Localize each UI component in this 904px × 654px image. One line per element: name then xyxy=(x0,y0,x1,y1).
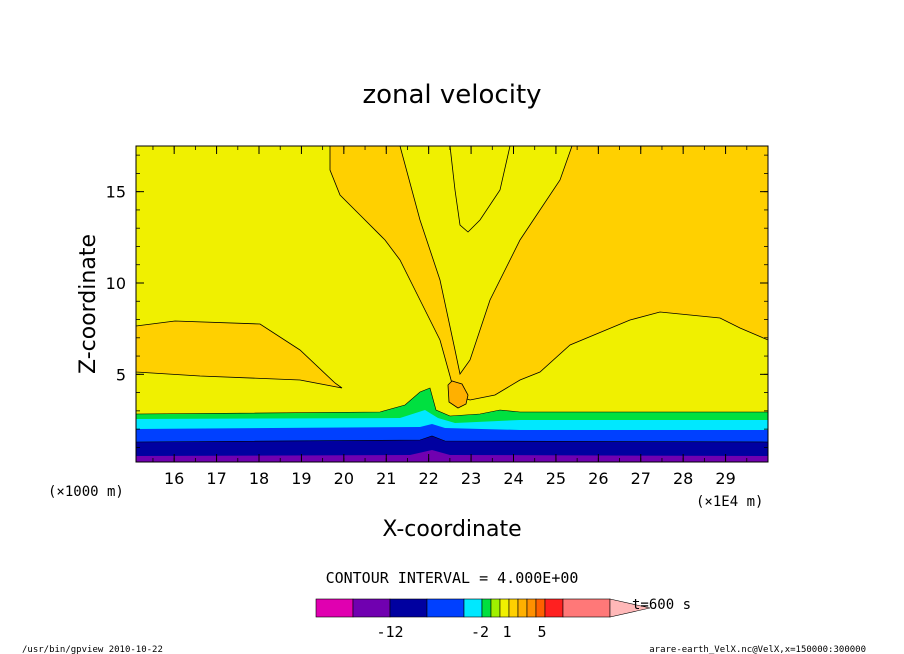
axis-ticks: 16 17 18 19 20 21 22 23 24 25 26 27 28 29 5 10 15 xyxy=(106,146,769,488)
colorbar-swatch xyxy=(481,598,492,618)
colorbar-swatch xyxy=(315,598,354,618)
x-unit-left: (×1000 m) xyxy=(48,484,124,500)
colorbar-swatch xyxy=(535,598,546,618)
colorbar-swatch xyxy=(517,598,528,618)
colorbar-extend-arrow xyxy=(609,598,651,618)
colorbar-swatch xyxy=(389,598,428,618)
colorbar-swatch xyxy=(490,598,501,618)
contour-line xyxy=(136,435,768,443)
plot-frame xyxy=(135,145,769,463)
x-tick-label: 24 xyxy=(503,469,523,488)
y-tick-label: 15 xyxy=(106,183,126,202)
plot-area: 16 17 18 19 20 21 22 23 24 25 26 27 28 29 5 10 15 xyxy=(106,145,769,488)
colorbar-swatch xyxy=(544,598,564,618)
colorbar-tick-label: 5 xyxy=(537,623,546,641)
contour-orange-upper xyxy=(329,146,768,401)
x-tick-label: 28 xyxy=(673,469,693,488)
x-unit-right: (×1E4 m) xyxy=(696,494,763,510)
x-axis-label: X-coordinate xyxy=(382,517,521,542)
contour-purple xyxy=(136,450,768,462)
y-tick-label: 5 xyxy=(116,365,126,384)
colorbar-tick-label: -12 xyxy=(376,623,403,641)
x-tick-label: 26 xyxy=(588,469,608,488)
contour-interval-label: CONTOUR INTERVAL = 4.000E+00 xyxy=(326,569,579,587)
x-tick-label: 22 xyxy=(418,469,438,488)
x-tick-label: 27 xyxy=(631,469,651,488)
footer-right: arare-earth_VelX.nc@VelX,x=150000:300000 xyxy=(649,645,866,654)
contour-line xyxy=(136,387,768,417)
footer-left: /usr/bin/gpview 2010-10-22 xyxy=(22,645,163,654)
contour-orange-left xyxy=(136,320,343,389)
x-tick-label: 29 xyxy=(715,469,735,488)
x-tick-label: 19 xyxy=(291,469,311,488)
colorbar-swatch xyxy=(352,598,391,618)
x-tick-label: 16 xyxy=(164,469,184,488)
contour-yellow-inner xyxy=(449,146,511,233)
colorbar-tick-label: -2 xyxy=(471,623,489,641)
colorbar-swatch xyxy=(526,598,537,618)
y-tick-label: 10 xyxy=(106,274,126,293)
colorbar-swatch xyxy=(508,598,519,618)
time-label: t=600 s xyxy=(632,597,691,613)
colorbar-swatch xyxy=(562,598,611,618)
chart-title: zonal velocity xyxy=(362,80,541,110)
x-tick-label: 23 xyxy=(461,469,481,488)
colorbar: -12 -2 1 5 xyxy=(315,598,651,641)
x-tick-label: 20 xyxy=(334,469,354,488)
x-tick-label: 21 xyxy=(376,469,396,488)
colorbar-swatch xyxy=(463,598,483,618)
contour-orange-blob xyxy=(447,380,469,409)
x-tick-label: 25 xyxy=(546,469,566,488)
colorbar-tick-label: 1 xyxy=(502,623,511,641)
x-tick-label: 17 xyxy=(206,469,226,488)
colorbar-swatch xyxy=(426,598,465,618)
colorbar-swatch xyxy=(499,598,510,618)
x-tick-label: 18 xyxy=(249,469,269,488)
y-axis-label: Z-coordinate xyxy=(76,234,101,374)
